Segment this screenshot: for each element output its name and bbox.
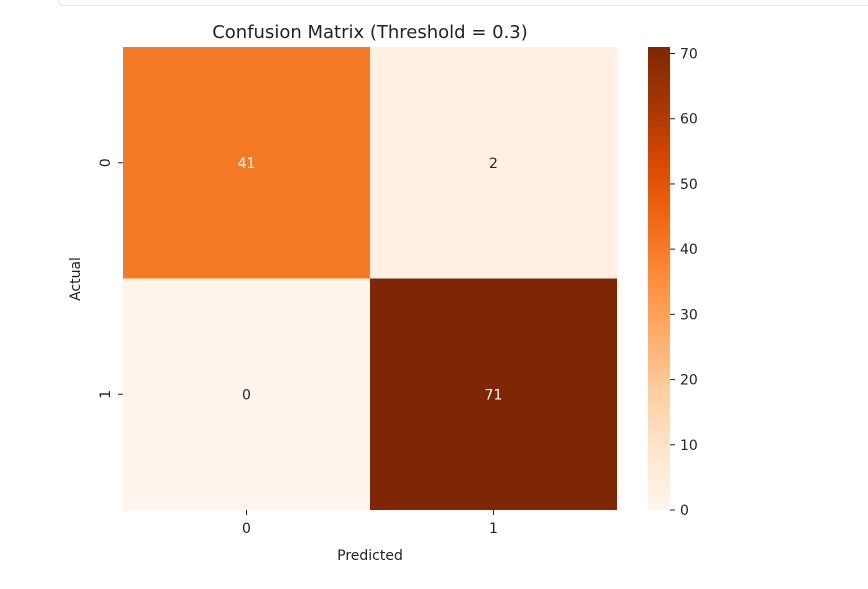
x-axis-label: Predicted [337, 548, 403, 564]
colorbar-tick-label-7: 70 [680, 47, 698, 63]
cell-value-1-0: 0 [242, 387, 251, 403]
notebook-cell-frame [58, 0, 868, 6]
chart-title: Confusion Matrix (Threshold = 0.3) [212, 22, 528, 43]
colorbar-tick-label-2: 20 [680, 373, 698, 389]
colorbar-tick-label-3: 30 [680, 307, 698, 323]
colorbar-tick-label-1: 10 [680, 438, 698, 454]
colorbar-tick-label-0: 0 [680, 503, 689, 519]
cell-value-0-0: 41 [238, 156, 256, 172]
x-tick-label-1: 1 [489, 521, 498, 537]
heatmap-cell-0-0 [123, 47, 370, 279]
colorbar [648, 47, 670, 510]
x-tick-label-0: 0 [242, 521, 251, 537]
y-tick-label-1: 1 [98, 390, 114, 399]
colorbar-ticks: 0 10 20 30 40 50 60 70 [670, 47, 698, 519]
cell-value-1-1: 71 [485, 387, 503, 403]
heatmap-cell-1-1 [370, 278, 617, 510]
y-tick-label-0: 0 [98, 158, 114, 167]
cell-value-0-1: 2 [489, 156, 498, 172]
heatmap-cell-1-0 [123, 278, 370, 510]
y-axis-ticks: 01 [98, 158, 123, 399]
colorbar-tick-label-6: 60 [680, 112, 698, 128]
cell-annotations: 41 2 0 71 [238, 156, 503, 404]
colorbar-tick-label-5: 50 [680, 177, 698, 193]
y-axis-label: Actual [68, 257, 84, 301]
heatmap-cell-0-1 [370, 47, 617, 279]
heatmap-cells [123, 47, 617, 510]
colorbar-tick-label-4: 40 [680, 242, 698, 258]
